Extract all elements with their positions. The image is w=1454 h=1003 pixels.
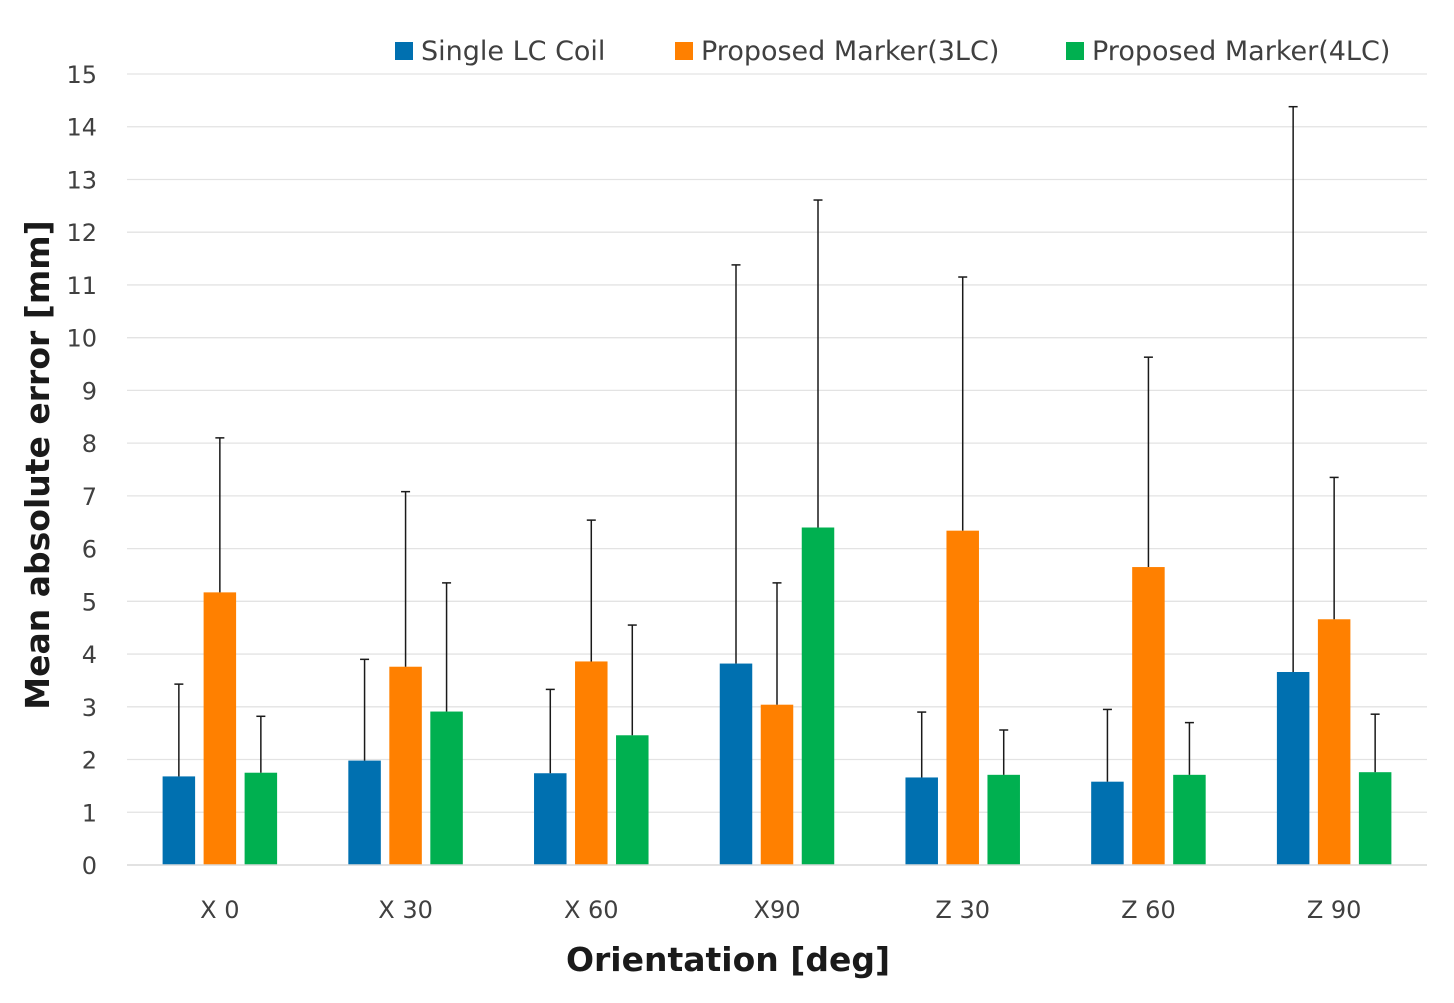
legend-label: Proposed Marker(3LC) <box>701 36 999 67</box>
y-tick-label: 14 <box>66 114 97 142</box>
bar <box>719 663 753 865</box>
bar <box>1358 772 1392 865</box>
x-tick-label: Z 90 <box>1307 896 1362 924</box>
bar <box>348 760 381 865</box>
bar <box>1173 774 1206 865</box>
y-tick-label: 7 <box>82 483 97 511</box>
y-tick-label: 2 <box>82 747 97 775</box>
bars <box>162 527 1392 865</box>
bar <box>244 772 278 865</box>
bar <box>987 774 1020 865</box>
bar <box>801 527 835 865</box>
x-tick-label: X 0 <box>200 896 239 924</box>
error-bars <box>174 105 1380 782</box>
y-tick-label: 10 <box>66 325 97 353</box>
x-tick-label: X 60 <box>564 896 619 924</box>
legend-label: Proposed Marker(4LC) <box>1092 36 1390 67</box>
y-tick-label: 15 <box>66 61 97 89</box>
legend-swatch <box>1066 42 1084 60</box>
x-axis-ticks: X 0 X 30 X 60 X90 Z 30 Z 60 Z 90 <box>200 896 1361 924</box>
bar <box>1132 567 1165 865</box>
bar <box>1317 619 1351 865</box>
bar <box>430 711 463 865</box>
y-tick-label: 4 <box>82 641 97 669</box>
y-tick-label: 0 <box>82 852 97 880</box>
bar <box>575 661 608 865</box>
x-axis-title: Orientation [deg] <box>566 940 890 979</box>
y-tick-label: 1 <box>82 799 97 827</box>
y-tick-label: 9 <box>82 377 97 405</box>
legend: Single LC Coil Proposed Marker(3LC) Propos… <box>395 36 1390 67</box>
bar <box>905 777 938 865</box>
bar <box>760 704 794 865</box>
y-axis-title: Mean absolute error [mm] <box>18 220 57 709</box>
y-tick-label: 8 <box>82 430 97 458</box>
x-tick-label: Z 60 <box>1121 896 1176 924</box>
bar <box>1091 781 1124 865</box>
bar <box>616 735 649 865</box>
y-tick-label: 6 <box>82 536 97 564</box>
bar <box>1276 671 1310 865</box>
x-tick-label: X 30 <box>378 896 433 924</box>
y-tick-label: 12 <box>66 219 97 247</box>
x-tick-label: X90 <box>754 896 801 924</box>
y-tick-label: 11 <box>66 272 97 300</box>
bar <box>203 592 237 865</box>
legend-label: Single LC Coil <box>421 36 605 67</box>
bar <box>162 776 196 865</box>
bar <box>389 666 422 865</box>
y-tick-label: 13 <box>66 166 97 194</box>
x-tick-label: Z 30 <box>935 896 990 924</box>
y-tick-label: 3 <box>82 694 97 722</box>
legend-swatch <box>395 42 413 60</box>
bar <box>534 773 567 865</box>
bar <box>946 530 979 865</box>
legend-swatch <box>675 42 693 60</box>
y-tick-label: 5 <box>82 588 97 616</box>
